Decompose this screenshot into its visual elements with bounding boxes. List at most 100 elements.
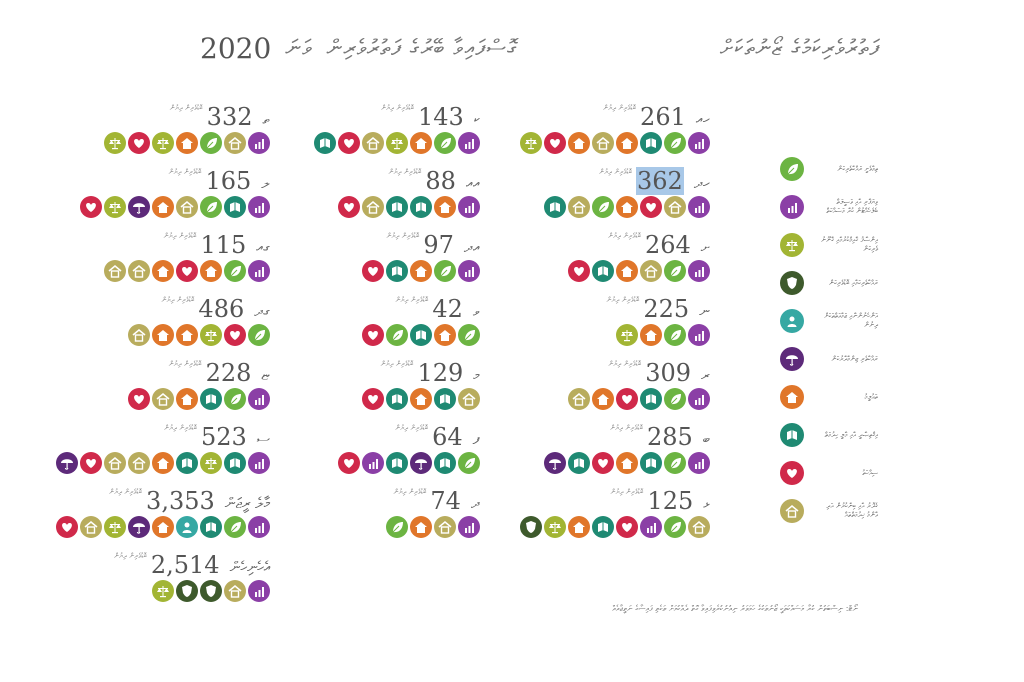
leaf-icon: [386, 516, 408, 538]
visitor-count: 115: [200, 231, 247, 259]
leaf-icon: [458, 452, 480, 474]
atoll-label: ބ: [702, 430, 710, 448]
atoll-label: މ: [473, 366, 480, 384]
home-icon: [128, 452, 150, 474]
book-icon: [386, 260, 408, 282]
chart-icon: [640, 516, 662, 538]
umbrella-icon: [128, 516, 150, 538]
heart-icon: [338, 452, 360, 474]
legend-item: ތަޢުލީމު: [780, 378, 890, 416]
scale-icon: [200, 324, 222, 346]
visitor-count: 261: [640, 103, 686, 131]
legend-text: އިންސާފު ޤާއިމްކުރުމާއި ޤާނޫނު ވެރިކަން: [821, 236, 878, 253]
unit-label: ބޮޑުވެރިން ދިޔުން: [386, 232, 420, 240]
legend-item: ސިއްހަތު: [780, 454, 890, 492]
atoll-label: ހދ: [693, 174, 710, 192]
atoll-entry: ބޮޑުވެރިން ދިޔުން 264 ށ: [510, 228, 710, 292]
shield-icon: [520, 516, 542, 538]
atoll-entry: ބޮޑުވެރިން ދިޔުން 285 ބ: [510, 420, 710, 484]
legend-text: ރައްކާތެރި ޒިންމާދާރުކަން: [831, 354, 878, 363]
house-icon: [176, 324, 198, 346]
atoll-label: ޏ: [261, 366, 270, 384]
atoll-label: މާލެ ރީޖަން: [224, 494, 270, 512]
unit-label: ބޮޑުވެރިން ދިޔުން: [599, 168, 633, 176]
chart-icon: [248, 580, 270, 602]
house-icon: [152, 196, 174, 218]
unit-label: ބޮޑުވެރިން ދިޔުން: [164, 424, 197, 432]
book-icon: [592, 516, 614, 538]
home-icon: [362, 132, 384, 154]
house-icon: [152, 452, 174, 474]
book-icon: [434, 452, 456, 474]
atoll-label: ށ: [700, 238, 710, 256]
home-icon: [224, 580, 246, 602]
home-icon: [434, 516, 456, 538]
leaf-icon: [224, 388, 246, 410]
house-icon: [592, 388, 614, 410]
legend-text: ތިމާވެށީ ރައްކާތެރިކަން: [837, 164, 878, 173]
heart-icon: [338, 132, 360, 154]
atoll-entry: ބޮޑުވެރިން ދިޔުން 42 ވ: [280, 292, 480, 356]
scale-icon: [104, 132, 126, 154]
heart-icon: [128, 132, 150, 154]
unit-label: ބޮޑުވެރިން ދިޔުން: [388, 168, 422, 176]
atoll-entry: ބޮޑުވެރިން ދިޔުން 228 ޏ: [70, 356, 270, 420]
house-icon: [616, 452, 638, 474]
atoll-label: ތ: [262, 110, 270, 128]
chart-icon: [458, 260, 480, 282]
visitor-count: 143: [417, 103, 464, 131]
shield-icon: [200, 580, 222, 602]
unit-label: ބޮޑުވެރިން ދިޔުން: [603, 104, 637, 112]
visitor-count: 2,514: [150, 551, 220, 579]
home-icon: [568, 196, 590, 218]
house-icon: [410, 516, 432, 538]
heart-icon: [80, 196, 102, 218]
heart-icon: [362, 260, 384, 282]
atoll-label: ރ: [701, 366, 710, 384]
sector-icons: [568, 388, 710, 410]
legend-item: ރައްކާތެރިކަމާއި ބޮޑުވެރިކަން: [780, 264, 890, 302]
column-middle: ބޮޑުވެރިން ދިޔުން 143 ކ ބޮޑުވެރިން ދިޔުން 88…: [280, 100, 480, 548]
atoll-label: ފ: [472, 430, 480, 448]
leaf-icon: [664, 260, 686, 282]
visitor-count: 264: [644, 231, 691, 259]
house-icon: [616, 196, 638, 218]
house-icon: [152, 516, 174, 538]
legend-text: ވިޔަފާރި އާއި ވަސީލަތް ބެލެހެއްޓުން ކުރާ…: [826, 198, 878, 215]
legend-text: ރައްކާތެރިކަމާއި ބޮޑުވެރިކަން: [829, 278, 878, 287]
atoll-entry: ބޮޑުވެރިން ދިޔުން 362 ހދ: [510, 164, 710, 228]
leaf-icon: [224, 260, 246, 282]
atoll-label: ހއ: [695, 110, 710, 128]
atoll-entry: ބޮޑުވެރިން ދިޔުން 143 ކ: [280, 100, 480, 164]
home-icon: [104, 260, 126, 282]
visitor-count: 285: [646, 423, 693, 451]
scale-icon: [616, 324, 638, 346]
book-icon: [640, 452, 662, 474]
atoll-label: ނ: [699, 302, 710, 320]
house-icon: [780, 385, 804, 409]
scale-icon: [104, 516, 126, 538]
scale-icon: [780, 233, 804, 257]
visitor-count: 88: [425, 167, 456, 195]
legend-text: ސިއްހަތު: [862, 468, 878, 477]
house-icon: [434, 324, 456, 346]
sector-icons: [386, 516, 480, 538]
book-icon: [640, 388, 662, 410]
sector-icons: [104, 132, 270, 154]
chart-icon: [362, 452, 384, 474]
chart-icon: [688, 388, 710, 410]
heart-icon: [592, 452, 614, 474]
chart-icon: [248, 516, 270, 538]
leaf-icon: [224, 516, 246, 538]
umbrella-icon: [780, 347, 804, 371]
visitor-count: 3,353: [146, 487, 215, 515]
home-icon: [640, 260, 662, 282]
unit-label: ބޮޑުވެރިން ދިޔުން: [168, 360, 202, 368]
atoll-label: އދ: [463, 238, 480, 256]
scale-icon: [152, 132, 174, 154]
leaf-icon: [664, 516, 686, 538]
atoll-label: ގދ: [254, 302, 270, 320]
unit-label: ބޮޑުވެރިން ދިޔުން: [610, 424, 643, 432]
chart-icon: [248, 388, 270, 410]
book-icon: [434, 388, 456, 410]
